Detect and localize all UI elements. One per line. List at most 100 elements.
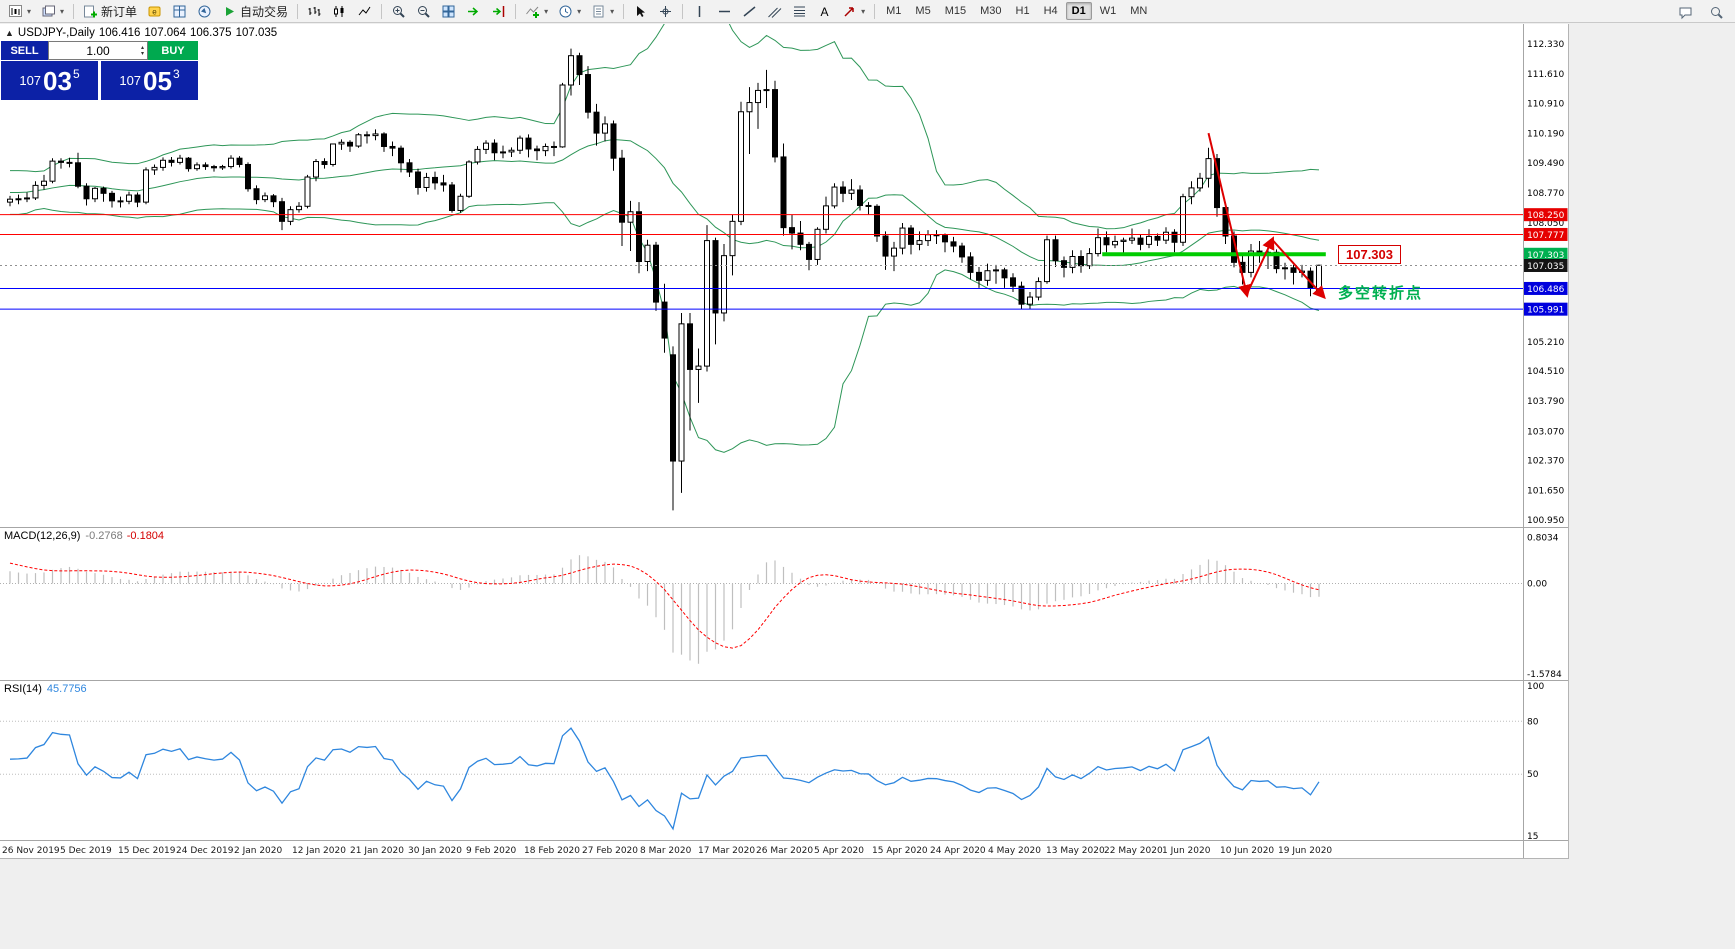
dropdown-caret-icon: ▾ [861,6,866,16]
auto-scroll-button[interactable] [462,1,485,22]
metaeditor-button[interactable]: e [143,1,166,22]
pivot-note-text[interactable]: 多空转折点 [1338,285,1424,303]
toolbar-buttons: ▾ ▾ 新订单 e 自动交易 ▾ ▾ ▾ A ▾ M1 M5 M15 M30 H1 H4 D1 W1 MN [3,1,1154,22]
line-chart-button[interactable] [353,1,376,22]
volume-input[interactable]: 1.00 ▴ ▾ [48,41,148,60]
cursor-button[interactable] [629,1,652,22]
timeframe-m5-button[interactable]: M5 [915,5,931,17]
pivot-price-label[interactable]: 107.303 [1338,245,1401,265]
auto-trading-button-label: 自动交易 [240,4,289,19]
toolbar-separator [297,3,299,19]
price-tick-label: 112.330 [1527,40,1564,50]
date-tick-label: 26 Nov 2019 [2,846,60,856]
timeframe-h4-button[interactable]: H4 [1043,5,1058,17]
auto-trading-button[interactable]: 自动交易 [218,1,292,22]
zoom-out-button[interactable] [412,1,435,22]
price-tag [1524,281,1568,295]
ohlc-high: 107.064 [144,27,186,39]
date-tick-label: 8 Mar 2020 [640,846,692,856]
date-tick-label: 24 Dec 2019 [176,846,234,856]
templates-button[interactable]: ▾ [587,1,618,22]
zoom-in-button[interactable] [387,1,410,22]
timeframe-w1-button[interactable]: W1 [1099,5,1117,17]
toolbar-separator [874,3,876,19]
buy-label[interactable]: BUY [148,41,198,60]
rsi-value: 45.7756 [46,683,87,695]
price-chart[interactable]: 112.330 111.610 110.910 110.190 109.490 108.7… [0,24,1568,858]
profiles-icon [41,4,56,19]
fibonacci-button[interactable] [788,1,811,22]
price-tag-label: 107.303 [1527,251,1564,261]
channel-button[interactable] [763,1,786,22]
chat-icon [1678,5,1693,20]
price-tag-label: 105.991 [1527,306,1564,316]
timeframe-m1-button[interactable]: M1 [886,5,902,17]
sell-label[interactable]: SELL [1,41,48,60]
sell-price-prefix: 107 [19,73,42,88]
date-tick-label: 24 Apr 2020 [930,846,986,856]
volume-up-button[interactable]: ▴ [140,44,144,51]
volume-down-button[interactable]: ▾ [140,50,144,57]
price-tick-label: 105.210 [1527,338,1564,348]
timeframe-d1-button[interactable]: D1 [1065,2,1092,20]
trend-arrow-segment[interactable] [1207,132,1251,298]
arrows-button[interactable]: ▾ [838,1,869,22]
sell-button[interactable]: 107 03 5 [1,61,98,100]
trend-arrow-segment[interactable] [1271,239,1326,300]
dropdown-caret-icon: ▾ [610,6,615,16]
trend-arrow-segment[interactable] [1245,236,1275,295]
macd-scale-label: -1.5784 [1527,670,1562,680]
chat-button[interactable] [1674,2,1697,23]
new-chart-button[interactable]: ▾ [4,1,35,22]
price-tag [1524,302,1568,316]
price-tick-label: 109.490 [1527,159,1564,169]
buy-button[interactable]: 107 05 3 [101,61,198,100]
bar-chart-button[interactable] [303,1,326,22]
indicators-button[interactable]: ▾ [521,1,552,22]
timeframe-m30-button[interactable]: M30 [980,5,1002,17]
market-watch-button[interactable] [168,1,191,22]
timeframe-m15-button[interactable]: M15 [944,5,967,17]
bar-chart-icon [307,4,322,19]
horizontal-line-button[interactable] [713,1,736,22]
search-button[interactable] [1705,2,1728,23]
text-button[interactable]: A [813,1,836,22]
price-tick-label: 108.770 [1527,189,1564,199]
date-tick-label: 5 Dec 2019 [60,846,112,856]
candlestick-chart-button[interactable] [328,1,351,22]
chart-window[interactable]: 112.330 111.610 110.910 110.190 109.490 108.7… [0,24,1569,859]
ohlc-open: 106.416 [98,27,141,39]
new-order-button[interactable]: 新订单 [79,1,141,22]
trendline-button[interactable] [738,1,761,22]
date-tick-label: 22 May 2020 [1104,846,1163,856]
text-icon: A [817,4,832,19]
tile-windows-button[interactable] [437,1,460,22]
zoom-in-icon [391,4,406,19]
price-tag [1524,258,1568,272]
profiles-button[interactable]: ▾ [37,1,68,22]
new-order-button-label: 新订单 [101,4,138,19]
price-tag [1524,247,1568,261]
volume-spinner: ▴ ▾ [139,42,146,59]
auto-scroll-icon [466,4,481,19]
date-tick-label: 1 Jun 2020 [1162,846,1211,856]
time-scale[interactable]: 26 Nov 2019 5 Dec 2019 15 Dec 2019 24 Dec 2… [2,846,1332,856]
horizontal-line-icon [717,4,732,19]
price-scale-column[interactable]: 112.330 111.610 110.910 110.190 109.490 108.7… [1524,40,1568,842]
oct-toggle-icon[interactable]: ▲ [5,28,14,38]
chart-objects-layer[interactable] [0,132,1523,310]
timeframe-mn-button[interactable]: MN [1130,5,1148,17]
navigator-button[interactable] [193,1,216,22]
date-tick-label: 9 Feb 2020 [466,846,517,856]
chart-shift-button[interactable] [487,1,510,22]
toolbar-separator [623,3,625,19]
price-tick-label: 111.610 [1527,70,1564,80]
chart-shift-icon [491,4,506,19]
timeframe-h1-button[interactable]: H1 [1015,5,1030,17]
vertical-line-button[interactable] [688,1,711,22]
bollinger-bands [9,24,1320,453]
periods-button[interactable]: ▾ [554,1,585,22]
macd-scale-label: 0.00 [1527,580,1547,590]
line-chart-icon [357,4,372,19]
crosshair-button[interactable] [654,1,677,22]
